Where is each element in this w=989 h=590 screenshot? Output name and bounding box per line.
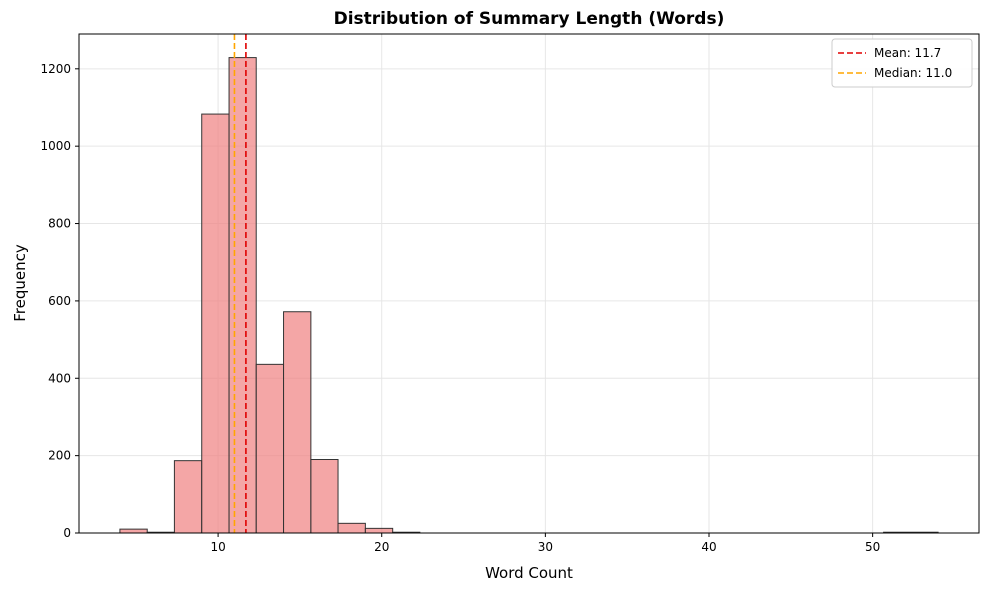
histogram-bar (228, 57, 257, 534)
histogram-bar (310, 459, 339, 534)
y-axis-label: Frequency (11, 244, 29, 322)
histogram-bar (337, 522, 366, 534)
y-tick-label: 600 (48, 294, 71, 308)
histogram-bar (283, 311, 312, 534)
histogram-bar (201, 113, 230, 534)
reference-lines (233, 34, 247, 533)
chart-title: Distribution of Summary Length (Words) (334, 9, 725, 29)
histogram-bar (255, 363, 285, 534)
histogram-bar (119, 528, 148, 534)
y-axis-ticks: 0 200 400 600 800 1000 1200 (40, 62, 79, 540)
histogram-bar (173, 460, 203, 534)
legend-label: Median: 11.0 (874, 66, 952, 80)
x-tick-label: 40 (701, 540, 716, 554)
x-axis-label: Word Count (485, 564, 573, 582)
y-tick-label: 800 (48, 217, 71, 231)
legend: Mean: 11.7 Median: 11.0 (831, 38, 973, 88)
legend-box (831, 38, 973, 88)
y-tick-label: 1000 (40, 139, 71, 153)
y-tick-label: 1200 (40, 62, 71, 76)
x-tick-label: 50 (865, 540, 880, 554)
histogram-bar (364, 527, 394, 534)
x-tick-label: 10 (210, 540, 225, 554)
x-tick-label: 20 (374, 540, 389, 554)
y-tick-label: 200 (48, 449, 71, 463)
bars (119, 57, 939, 534)
x-axis-ticks: 10 20 30 40 50 (210, 533, 880, 554)
plot-area-frame (78, 33, 980, 534)
legend-label: Mean: 11.7 (874, 46, 941, 60)
y-tick-label: 400 (48, 371, 71, 385)
y-tick-label: 0 (63, 526, 71, 540)
x-tick-label: 30 (538, 540, 553, 554)
